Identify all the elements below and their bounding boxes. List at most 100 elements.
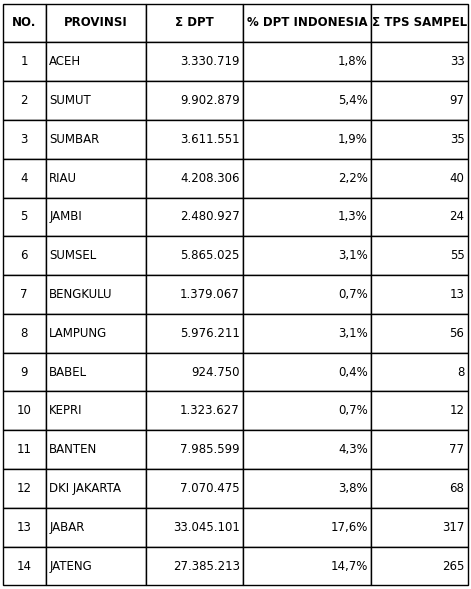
Bar — [371, 508, 468, 547]
Bar — [3, 431, 46, 469]
Text: 2.480.927: 2.480.927 — [180, 210, 240, 223]
Bar — [3, 275, 46, 314]
Bar — [146, 120, 244, 158]
Text: 8: 8 — [21, 327, 28, 340]
Text: 0,4%: 0,4% — [338, 366, 368, 379]
Bar — [371, 4, 468, 42]
Bar — [146, 158, 244, 197]
Bar — [371, 42, 468, 81]
Bar — [244, 275, 371, 314]
Text: LAMPUNG: LAMPUNG — [49, 327, 107, 340]
Bar — [146, 81, 244, 120]
Bar — [46, 197, 146, 236]
Text: 27.385.213: 27.385.213 — [173, 560, 240, 573]
Bar — [371, 120, 468, 158]
Text: 13: 13 — [17, 521, 32, 534]
Bar — [46, 314, 146, 353]
Text: 924.750: 924.750 — [191, 366, 240, 379]
Text: 7.070.475: 7.070.475 — [180, 482, 240, 495]
Bar — [3, 4, 46, 42]
Bar — [3, 197, 46, 236]
Bar — [371, 236, 468, 275]
Bar — [371, 547, 468, 585]
Bar — [244, 547, 371, 585]
Bar — [46, 353, 146, 392]
Bar — [3, 353, 46, 392]
Text: 5,4%: 5,4% — [338, 94, 368, 107]
Bar — [146, 431, 244, 469]
Bar — [244, 469, 371, 508]
Bar — [371, 314, 468, 353]
Text: JABAR: JABAR — [49, 521, 85, 534]
Text: 3,1%: 3,1% — [338, 249, 368, 262]
Bar — [244, 353, 371, 392]
Text: 7.985.599: 7.985.599 — [180, 443, 240, 456]
Bar — [244, 158, 371, 197]
Text: 17,6%: 17,6% — [330, 521, 368, 534]
Text: 35: 35 — [450, 133, 464, 146]
Bar — [46, 81, 146, 120]
Bar — [371, 431, 468, 469]
Bar — [46, 469, 146, 508]
Text: RIAU: RIAU — [49, 171, 77, 184]
Text: 7: 7 — [20, 288, 28, 301]
Text: 3,8%: 3,8% — [338, 482, 368, 495]
Bar — [3, 236, 46, 275]
Bar — [46, 158, 146, 197]
Text: 68: 68 — [450, 482, 464, 495]
Text: 33.045.101: 33.045.101 — [173, 521, 240, 534]
Text: JATENG: JATENG — [49, 560, 92, 573]
Bar — [146, 314, 244, 353]
Bar — [371, 275, 468, 314]
Text: 56: 56 — [450, 327, 464, 340]
Text: 5.976.211: 5.976.211 — [180, 327, 240, 340]
Text: SUMSEL: SUMSEL — [49, 249, 97, 262]
Bar — [46, 4, 146, 42]
Text: 14,7%: 14,7% — [330, 560, 368, 573]
Text: 9.902.879: 9.902.879 — [180, 94, 240, 107]
Bar — [46, 431, 146, 469]
Text: 0,7%: 0,7% — [338, 288, 368, 301]
Text: 1.323.627: 1.323.627 — [180, 405, 240, 418]
Text: 1: 1 — [20, 55, 28, 68]
Bar — [244, 431, 371, 469]
Text: 3: 3 — [21, 133, 28, 146]
Bar — [3, 469, 46, 508]
Text: 14: 14 — [17, 560, 32, 573]
Text: 40: 40 — [450, 171, 464, 184]
Bar — [146, 197, 244, 236]
Text: Σ DPT: Σ DPT — [175, 16, 214, 29]
Bar — [46, 120, 146, 158]
Bar — [46, 275, 146, 314]
Text: PROVINSI: PROVINSI — [64, 16, 128, 29]
Bar — [371, 158, 468, 197]
Bar — [46, 508, 146, 547]
Text: 12: 12 — [449, 405, 464, 418]
Bar — [146, 42, 244, 81]
Bar — [46, 42, 146, 81]
Bar — [244, 508, 371, 547]
Text: 6: 6 — [20, 249, 28, 262]
Text: 13: 13 — [450, 288, 464, 301]
Bar — [244, 4, 371, 42]
Text: SUMUT: SUMUT — [49, 94, 91, 107]
Text: 4.208.306: 4.208.306 — [180, 171, 240, 184]
Bar — [244, 392, 371, 431]
Text: DKI JAKARTA: DKI JAKARTA — [49, 482, 122, 495]
Text: 33: 33 — [450, 55, 464, 68]
Text: ACEH: ACEH — [49, 55, 81, 68]
Text: KEPRI: KEPRI — [49, 405, 83, 418]
Text: 3.611.551: 3.611.551 — [180, 133, 240, 146]
Text: JAMBI: JAMBI — [49, 210, 82, 223]
Text: 2: 2 — [20, 94, 28, 107]
Bar — [244, 81, 371, 120]
Bar — [46, 547, 146, 585]
Text: 2,2%: 2,2% — [338, 171, 368, 184]
Bar — [146, 236, 244, 275]
Bar — [3, 392, 46, 431]
Bar — [3, 81, 46, 120]
Text: 8: 8 — [457, 366, 464, 379]
Bar — [146, 392, 244, 431]
Bar — [244, 42, 371, 81]
Text: 1.379.067: 1.379.067 — [180, 288, 240, 301]
